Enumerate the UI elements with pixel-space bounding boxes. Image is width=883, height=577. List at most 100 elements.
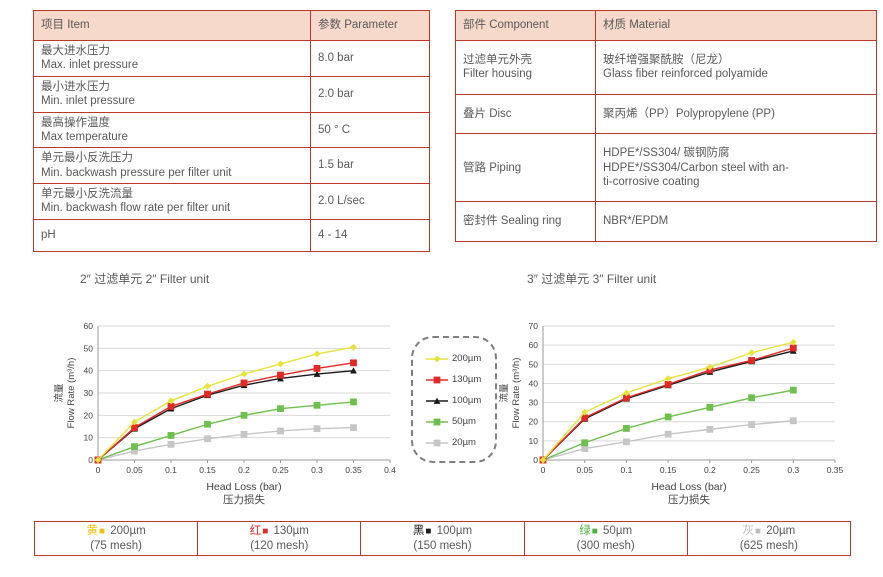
component-cell: 过滤单元外壳 Filter housing xyxy=(455,40,596,95)
square-marker xyxy=(131,424,138,432)
square-marker xyxy=(623,425,630,432)
square-marker xyxy=(581,445,589,452)
chart-title-2inch: 2″ 过滤单元 2″ Filter unit xyxy=(80,272,209,288)
x-tick-label: 0.4 xyxy=(384,465,396,475)
mesh-size-label: 100µm xyxy=(433,525,473,538)
mesh-color-name-cn: 红 xyxy=(249,525,262,538)
square-marker xyxy=(240,430,248,438)
y-tick-label: 20 xyxy=(84,410,94,420)
series-line-200µm xyxy=(97,346,354,461)
square-marker xyxy=(748,394,755,402)
diamond-marker xyxy=(350,343,357,351)
square-marker xyxy=(748,357,755,364)
square-marker xyxy=(131,447,138,455)
series-line-100µm xyxy=(542,350,794,461)
y-tick-label: 70 xyxy=(529,321,539,331)
y-axis-title-cn: 流量 xyxy=(498,383,510,403)
color-square-icon: ■ xyxy=(99,526,106,538)
spec-header-parameter: 参数 Parameter xyxy=(310,10,430,41)
mesh-count-label: (120 mesh) xyxy=(250,539,309,552)
legend-item-200µm: 200µm xyxy=(425,348,495,369)
spec-row: 单元最小反洗压力 Min. backwash pressure per filte… xyxy=(33,147,430,184)
square-marker xyxy=(240,411,248,419)
diamond-marker xyxy=(664,375,672,383)
square-marker xyxy=(131,443,138,450)
legend-label: 130µm xyxy=(452,374,482,385)
mesh-size-label: 130µm xyxy=(270,525,309,538)
square-marker xyxy=(204,390,211,398)
mesh-size-label: 20µm xyxy=(763,525,796,538)
mesh-size-line: 绿■ 50µm xyxy=(529,524,683,539)
legend-marker-icon xyxy=(426,376,448,383)
x-tick-label: 0.2 xyxy=(704,465,716,475)
y-tick-label: 40 xyxy=(529,378,539,388)
component-cell: 密封件 Sealing ring xyxy=(455,201,596,242)
y-axis-title-cn: 流量 xyxy=(53,383,65,403)
spec-value-cell: 2.0 L/sec xyxy=(310,183,430,220)
y-tick-label: 40 xyxy=(84,366,94,376)
x-axis-title-en: Head Loss (bar) xyxy=(651,481,726,493)
legend-item-130µm: 130µm xyxy=(425,369,495,390)
material-row: 叠片 Disc 聚丙烯（PP）Polypropylene (PP) xyxy=(455,93,877,135)
material-cell: NBR*/EPDM xyxy=(595,201,877,242)
legend-item-100µm: 100µm xyxy=(425,390,495,411)
x-tick-label: 0.3 xyxy=(787,465,799,475)
legend-marker-icon xyxy=(426,355,448,362)
square-marker xyxy=(433,418,441,425)
spec-table-header-row: 项目 Item 参数 Parameter xyxy=(33,10,430,41)
legend-label: 200µm xyxy=(452,353,482,364)
diamond-marker xyxy=(167,397,175,405)
material-row: 管路 Piping HDPE*/SS304/ 碳钢防腐 HDPE*/SS304/Ca… xyxy=(455,133,877,203)
square-marker xyxy=(313,365,321,372)
square-marker xyxy=(167,440,175,448)
material-row: 密封件 Sealing ring NBR*/EPDM xyxy=(455,201,877,242)
series-line-130µm xyxy=(97,362,354,461)
spec-row: pH 4 - 14 xyxy=(33,218,430,252)
diamond-marker xyxy=(581,408,589,416)
x-tick-label: 0.35 xyxy=(827,465,844,475)
square-marker xyxy=(204,420,211,428)
square-marker xyxy=(277,371,284,379)
square-marker xyxy=(313,425,321,433)
square-marker xyxy=(748,421,755,428)
legend-item-20µm: 20µm xyxy=(425,432,495,453)
x-tick-label: 0.35 xyxy=(345,465,362,475)
mesh-size-label: 200µm xyxy=(107,525,146,538)
square-marker xyxy=(789,417,797,425)
legend-marker-icon xyxy=(426,418,448,425)
diamond-marker xyxy=(433,355,441,362)
mesh-legend-table: 黄■ 200µm (75 mesh) 红■ 130µm (120 mesh) 黑■ 10… xyxy=(33,521,852,556)
spec-value-cell: 2.0 bar xyxy=(310,75,430,113)
chart-title-2inch-en: 2″ Filter unit xyxy=(145,272,210,286)
chart-title-3inch-cn: 3″ 过滤单元 xyxy=(527,272,590,286)
square-marker xyxy=(277,405,284,413)
y-tick-label: 10 xyxy=(84,433,94,443)
material-header-material: 材质 Material xyxy=(595,10,877,41)
x-tick-label: 0.1 xyxy=(165,465,177,475)
square-marker xyxy=(350,359,357,367)
spec-row: 单元最小反洗流量 Min. backwash flow rate per filt… xyxy=(33,183,430,220)
spec-row: 最小进水压力 Min. inlet pressure 2.0 bar xyxy=(33,75,430,113)
square-marker xyxy=(706,403,714,411)
mesh-color-name-cn: 绿 xyxy=(579,525,591,538)
square-marker xyxy=(240,379,248,387)
x-tick-label: 0.1 xyxy=(621,465,633,475)
square-marker xyxy=(167,432,175,439)
x-axis-title-cn: 压力损失 xyxy=(668,493,710,506)
mesh-cell-100µm: 黑■ 100µm (150 mesh) xyxy=(360,521,525,556)
square-marker xyxy=(313,401,321,409)
diamond-marker xyxy=(204,382,211,390)
legend-label: 20µm xyxy=(452,437,476,448)
square-marker xyxy=(623,394,630,402)
spec-item-cell: pH xyxy=(33,218,311,252)
spec-item-cell: 单元最小反洗流量 Min. backwash flow rate per filt… xyxy=(33,183,311,220)
mesh-size-line: 红■ 130µm xyxy=(202,524,356,539)
material-cell: HDPE*/SS304/ 碳钢防腐 HDPE*/SS304/Carbon stee… xyxy=(595,133,877,203)
y-axis-title-en: Flow Rate (m³/h) xyxy=(66,358,77,429)
spec-table-body: 最大进水压力 Max. inlet pressure 8.0 bar 最小进水压力 Mi… xyxy=(33,40,430,252)
mesh-count-label: (300 mesh) xyxy=(576,539,635,552)
series-line-50µm xyxy=(97,401,354,461)
diamond-marker xyxy=(131,418,138,426)
y-tick-label: 60 xyxy=(84,321,94,331)
y-tick-label: 0 xyxy=(533,455,538,465)
